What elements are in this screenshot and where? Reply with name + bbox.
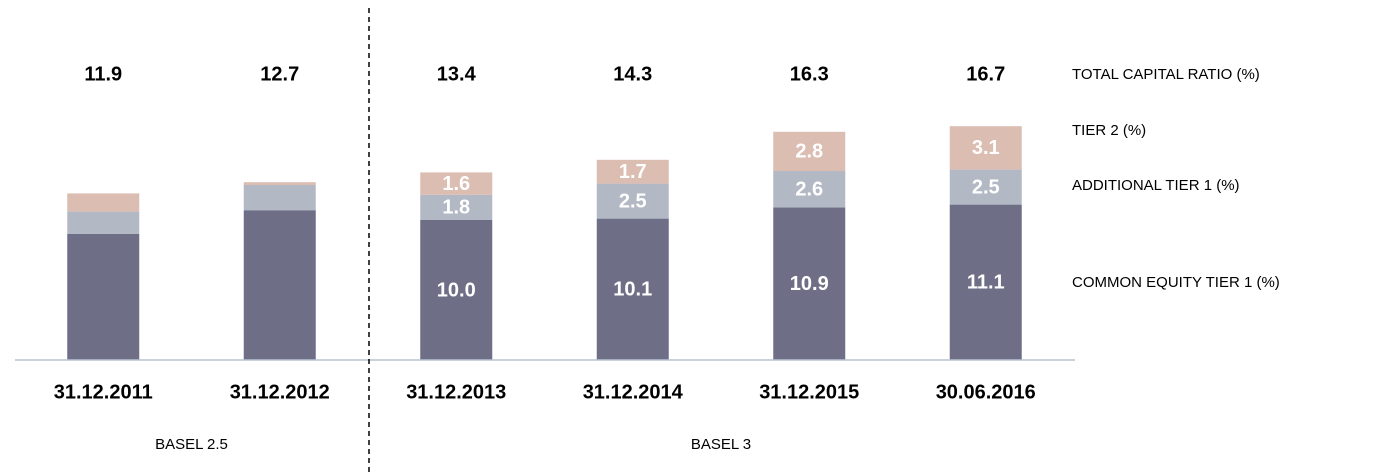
bar-segment <box>243 210 316 360</box>
group-label: BASEL 3 <box>691 436 751 453</box>
data-label: 2.5 <box>619 190 647 212</box>
total-label: 12.7 <box>260 63 299 85</box>
data-label: 2.6 <box>795 178 823 200</box>
total-label: 13.4 <box>437 63 477 85</box>
bar-segment <box>949 204 1022 360</box>
bar-segment <box>67 211 140 234</box>
bar-segment <box>949 169 1022 205</box>
bar-segment <box>243 185 316 211</box>
legend-label: ADDITIONAL TIER 1 (%) <box>1072 177 1240 194</box>
x-tick-label: 31.12.2012 <box>230 381 330 403</box>
data-label: 2.5 <box>972 176 1000 198</box>
x-tick-label: 31.12.2015 <box>759 381 859 403</box>
bar-segment <box>949 126 1022 170</box>
bar-segment <box>596 183 669 219</box>
data-label: 10.1 <box>613 279 652 301</box>
total-label: 11.9 <box>84 63 122 85</box>
data-label: 1.8 <box>442 197 470 219</box>
bar-segment <box>420 172 493 195</box>
x-tick-label: 31.12.2013 <box>406 381 506 403</box>
data-label: 11.1 <box>967 272 1005 294</box>
totals-legend: TOTAL CAPITAL RATIO (%) <box>1072 66 1260 83</box>
bar-segment <box>420 194 493 220</box>
bar-segment <box>596 218 669 360</box>
total-label: 16.3 <box>790 63 829 85</box>
bar-segment <box>773 171 846 208</box>
data-label: 2.8 <box>795 141 823 163</box>
bar-segment <box>67 234 140 360</box>
data-label: 10.9 <box>790 273 829 295</box>
bar-segment <box>243 182 316 185</box>
bar-segment <box>420 220 493 360</box>
data-label: 3.1 <box>972 137 1000 159</box>
bar-segment <box>773 207 846 360</box>
group-label: BASEL 2.5 <box>155 436 228 453</box>
legend-label: COMMON EQUITY TIER 1 (%) <box>1072 274 1280 291</box>
x-tick-label: 30.06.2016 <box>936 381 1036 403</box>
bar-segment <box>596 159 669 184</box>
bar-segment <box>773 131 846 171</box>
legend-label: TIER 2 (%) <box>1072 122 1146 139</box>
total-label: 16.7 <box>966 63 1005 85</box>
bar-segment <box>67 193 140 212</box>
x-tick-label: 31.12.2014 <box>583 381 684 403</box>
x-tick-label: 31.12.2011 <box>54 381 153 403</box>
data-label: 1.6 <box>442 173 470 195</box>
data-label: 10.0 <box>437 279 476 301</box>
total-label: 14.3 <box>613 63 652 85</box>
data-label: 1.7 <box>619 161 647 183</box>
